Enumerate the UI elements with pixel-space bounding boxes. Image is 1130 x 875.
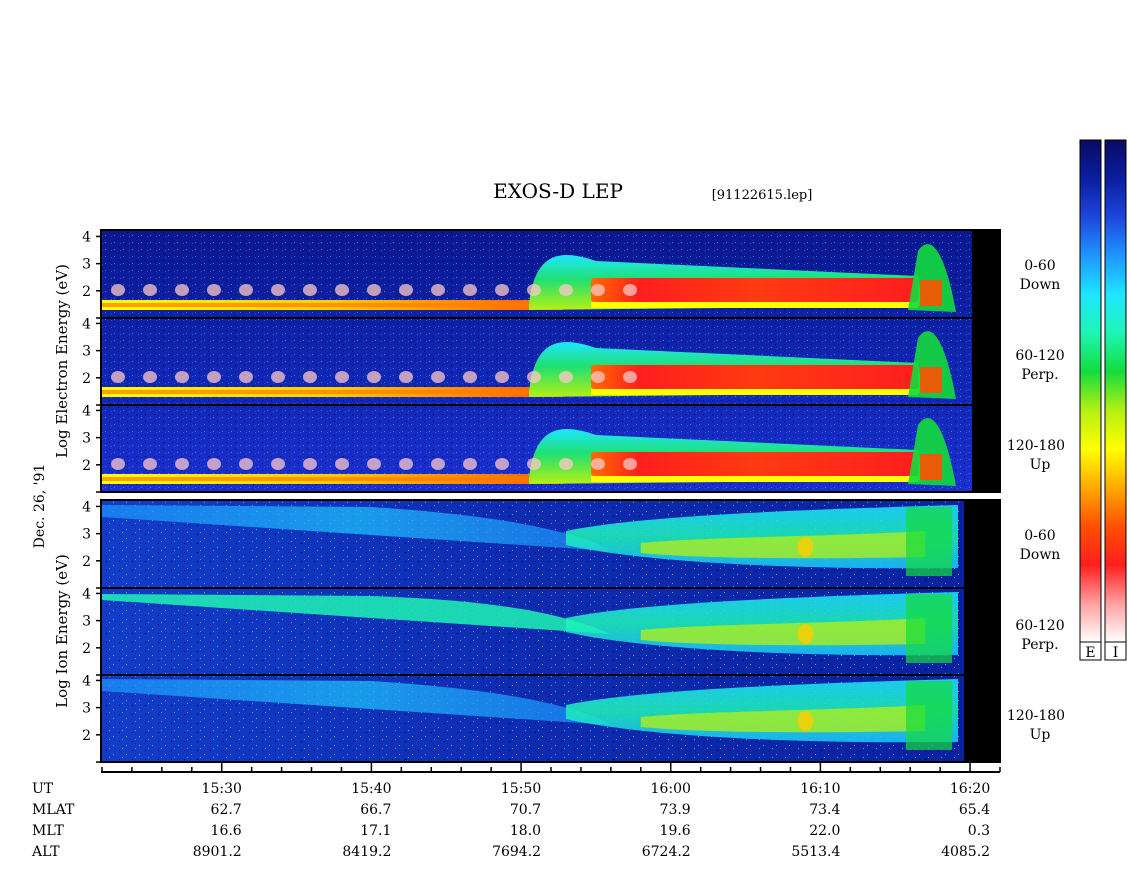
panel-labels: 0-60 Down 60-120 Perp. 120-180 Up 0-60 D… bbox=[1007, 258, 1065, 743]
ion-high-energy-band bbox=[102, 679, 611, 725]
panel-label-dir: Up bbox=[1030, 457, 1051, 473]
no-data-strip-ion bbox=[964, 501, 1000, 761]
ephemeris-value: 17.1 bbox=[360, 823, 391, 839]
figure-title: EXOS-D LEP bbox=[493, 179, 623, 203]
x-axis bbox=[101, 762, 1001, 773]
y-tick-label: 4 bbox=[82, 229, 91, 245]
ephemeris-value: 22.0 bbox=[809, 823, 840, 839]
ephemeris-value: 4085.2 bbox=[941, 844, 990, 860]
ephemeris-value: 19.6 bbox=[660, 823, 691, 839]
ephemeris-value: 15:50 bbox=[501, 781, 541, 797]
ephemeris-value: 62.7 bbox=[211, 802, 242, 818]
electron-spectrogram bbox=[102, 231, 972, 491]
ion-high-energy-band bbox=[102, 505, 611, 551]
y-tick-label: 4 bbox=[82, 673, 91, 689]
y-tick-label: 2 bbox=[82, 284, 91, 300]
ion-panel-features bbox=[102, 505, 958, 750]
electron-hot-band bbox=[591, 278, 918, 302]
y-tick-label: 3 bbox=[82, 344, 91, 360]
panel-label-dir: Perp. bbox=[1021, 637, 1058, 653]
ephemeris-row-label: UT bbox=[32, 781, 54, 797]
ion-axis-label: Log Ion Energy (eV) bbox=[53, 554, 71, 708]
ephemeris-value: 15:30 bbox=[202, 781, 242, 797]
ephemeris-value: 18.0 bbox=[510, 823, 541, 839]
panel-label-range: 120-180 bbox=[1007, 438, 1065, 454]
panel-label-range: 120-180 bbox=[1007, 708, 1065, 724]
file-label: [91122615.lep] bbox=[712, 188, 813, 203]
y-tick-label: 2 bbox=[82, 554, 91, 570]
ephemeris-value: 16.6 bbox=[211, 823, 242, 839]
y-tick-label: 3 bbox=[82, 701, 91, 717]
ephemeris-value: 15:40 bbox=[351, 781, 391, 797]
date-label: Dec. 26, '91 bbox=[32, 464, 48, 549]
ephemeris-value: 5513.4 bbox=[791, 844, 840, 860]
ephemeris-row-label: MLT bbox=[32, 823, 64, 839]
electron-axis-label: Log Electron Energy (eV) bbox=[53, 264, 71, 458]
y-tick-label: 4 bbox=[82, 316, 91, 332]
electron-hot-band bbox=[591, 452, 918, 476]
y-tick-label: 2 bbox=[82, 728, 91, 744]
y-tick-label: 4 bbox=[82, 403, 91, 419]
y-tick-label: 3 bbox=[82, 431, 91, 447]
ephemeris-value: 65.4 bbox=[959, 802, 990, 818]
electron-hot-band bbox=[591, 365, 918, 389]
panel-label-dir: Down bbox=[1020, 277, 1061, 293]
y-tick-label: 3 bbox=[82, 614, 91, 630]
electron-colorbar-label: E bbox=[1085, 645, 1095, 661]
y-tick-label: 2 bbox=[82, 458, 91, 474]
colorbars: E I bbox=[1079, 139, 1127, 661]
ephemeris-value: 16:00 bbox=[651, 781, 691, 797]
ephemeris-value: 73.9 bbox=[660, 802, 691, 818]
ion-spectrogram bbox=[102, 501, 972, 761]
electron-frame bbox=[100, 229, 1001, 493]
ephemeris-value: 73.4 bbox=[809, 802, 840, 818]
ephemeris-value: 66.7 bbox=[360, 802, 391, 818]
ephemeris-value: 70.7 bbox=[510, 802, 541, 818]
y-tick-label: 2 bbox=[82, 641, 91, 657]
panel-label-range: 60-120 bbox=[1015, 618, 1064, 634]
no-data-strip-electron bbox=[972, 231, 1000, 491]
panel-label-dir: Down bbox=[1020, 547, 1061, 563]
panel-separators bbox=[102, 317, 1000, 676]
ion-colorbar bbox=[1104, 139, 1127, 643]
panel-label-range: 0-60 bbox=[1024, 258, 1055, 274]
electron-panel-features bbox=[102, 244, 956, 486]
y-axes: 2 3 4 2 3 4 2 3 4 2 3 4 2 3 4 2 3 4 bbox=[82, 229, 102, 763]
ephemeris-value: 0.3 bbox=[968, 823, 990, 839]
ephemeris-value: 7694.2 bbox=[492, 844, 541, 860]
ephemeris-value: 8419.2 bbox=[342, 844, 391, 860]
electron-colorbar bbox=[1079, 139, 1102, 643]
y-tick-label: 3 bbox=[82, 257, 91, 273]
y-tick-label: 4 bbox=[82, 586, 91, 602]
ion-colorbar-label: I bbox=[1113, 645, 1119, 661]
y-tick-label: 4 bbox=[82, 499, 91, 515]
y-tick-label: 3 bbox=[82, 527, 91, 543]
y-tick-label: 2 bbox=[82, 371, 91, 387]
panel-label-dir: Perp. bbox=[1021, 367, 1058, 383]
ephemeris-value: 6724.2 bbox=[642, 844, 691, 860]
ephemeris-value: 16:20 bbox=[950, 781, 990, 797]
ion-frame bbox=[100, 499, 1001, 763]
ephemeris-value: 16:10 bbox=[800, 781, 840, 797]
ephemeris-value: 8901.2 bbox=[193, 844, 242, 860]
panel-label-range: 0-60 bbox=[1024, 528, 1055, 544]
panel-label-dir: Up bbox=[1030, 727, 1051, 743]
ephemeris-table: UT MLAT MLT ALT 15:30 62.7 16.6 8901.2 15:40 66.7… bbox=[31, 781, 990, 860]
ephemeris-row-label: ALT bbox=[31, 844, 60, 860]
ephemeris-row-label: MLAT bbox=[32, 802, 75, 818]
ion-high-energy-band bbox=[102, 594, 611, 634]
panel-label-range: 60-120 bbox=[1015, 348, 1064, 364]
